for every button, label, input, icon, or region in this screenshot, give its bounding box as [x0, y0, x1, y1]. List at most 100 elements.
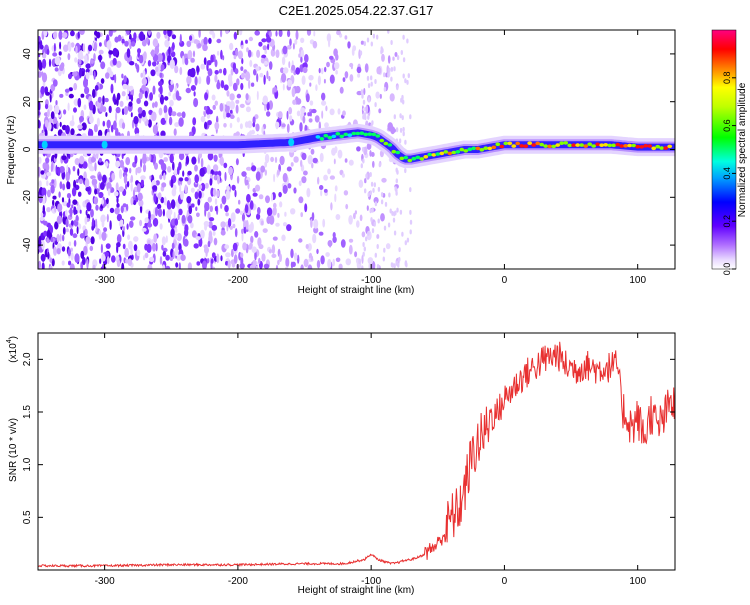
noise-speckle	[362, 99, 366, 105]
noise-speckle	[376, 234, 380, 239]
noise-speckle	[206, 62, 209, 71]
noise-speckle	[40, 212, 44, 218]
noise-speckle	[89, 109, 93, 120]
noise-speckle	[179, 66, 183, 76]
noise-speckle	[342, 110, 346, 116]
track-blob	[339, 134, 345, 139]
track-blob	[395, 150, 401, 155]
noise-speckle	[177, 166, 180, 175]
track-blob	[471, 146, 477, 151]
noise-speckle	[276, 169, 280, 176]
noise-speckle	[53, 246, 57, 256]
noise-speckle	[367, 257, 374, 265]
colorbar: 0.0 0.2 0.4 0.6 0.8 Normalized spectral ampl…	[711, 29, 748, 275]
noise-speckle	[341, 173, 345, 178]
noise-speckle	[84, 216, 88, 225]
noise-speckle	[271, 253, 277, 258]
noise-speckle	[370, 81, 373, 87]
noise-speckle	[114, 207, 120, 215]
noise-speckle	[404, 261, 407, 267]
noise-speckle	[166, 210, 171, 219]
noise-speckle	[225, 112, 231, 118]
noise-speckle	[256, 90, 259, 101]
noise-speckle	[362, 242, 365, 247]
noise-speckle	[97, 129, 103, 138]
noise-speckle	[240, 72, 246, 79]
noise-speckle	[300, 264, 304, 269]
noise-speckle	[137, 192, 143, 202]
noise-speckle	[61, 260, 65, 266]
track-blob	[663, 146, 669, 150]
snr-line-series	[38, 341, 675, 569]
noise-speckle	[239, 263, 245, 269]
noise-speckle	[92, 217, 95, 227]
noise-speckle	[404, 78, 407, 84]
noise-speckle	[98, 229, 102, 240]
noise-speckle	[252, 192, 258, 197]
noise-speckle	[223, 84, 229, 91]
noise-speckle	[391, 210, 394, 216]
noise-speckle	[200, 158, 204, 168]
noise-speckle	[329, 108, 335, 116]
spectrogram-signal-track	[38, 123, 675, 169]
noise-speckle	[225, 190, 231, 200]
noise-speckle	[236, 78, 240, 86]
noise-speckle	[61, 155, 67, 161]
colorbar-gradient	[711, 29, 737, 270]
noise-speckle	[369, 150, 372, 157]
noise-speckle	[186, 75, 192, 85]
noise-speckle	[194, 76, 198, 86]
noise-speckle	[161, 182, 167, 188]
noise-speckle	[376, 34, 379, 40]
noise-speckle	[210, 258, 214, 264]
noise-speckle	[371, 228, 375, 234]
noise-speckle	[147, 264, 153, 269]
noise-speckle	[229, 225, 233, 230]
noise-speckle	[68, 260, 72, 266]
noise-speckle	[155, 180, 160, 186]
noise-speckle	[272, 207, 277, 216]
noise-speckle	[38, 71, 42, 78]
noise-speckle	[230, 212, 236, 223]
noise-speckle	[328, 38, 331, 48]
noise-speckle	[38, 119, 41, 129]
track-blob	[367, 132, 373, 136]
noise-speckle	[273, 86, 277, 93]
noise-speckle	[84, 178, 90, 189]
noise-speckle	[395, 178, 398, 184]
noise-speckle	[312, 40, 318, 49]
noise-speckle	[406, 38, 409, 44]
noise-speckle	[159, 94, 164, 105]
noise-speckle	[168, 91, 172, 97]
noise-speckle	[396, 207, 399, 213]
noise-speckle	[61, 197, 65, 203]
noise-speckle	[330, 202, 333, 211]
noise-speckle	[229, 42, 234, 51]
noise-speckle	[222, 111, 227, 120]
noise-speckle	[392, 217, 396, 223]
noise-speckle	[366, 205, 369, 211]
noise-speckle	[75, 214, 79, 222]
noise-speckle	[92, 264, 96, 269]
noise-speckle	[142, 69, 146, 79]
snr-frame	[37, 332, 676, 571]
noise-speckle	[120, 205, 124, 214]
noise-speckle	[106, 197, 109, 205]
noise-speckle	[59, 121, 62, 128]
track-blob	[551, 144, 557, 149]
noise-speckle	[193, 91, 196, 97]
x-tick-label: -300	[95, 275, 115, 286]
track-blob	[583, 144, 589, 148]
noise-speckle	[156, 31, 161, 39]
noise-speckle	[155, 66, 159, 72]
noise-speckle	[214, 74, 218, 83]
track-blob	[515, 141, 521, 146]
noise-speckle	[38, 195, 43, 204]
noise-speckle	[100, 182, 105, 190]
noise-speckle	[162, 208, 165, 217]
noise-speckle	[170, 178, 174, 188]
noise-speckle	[309, 82, 312, 87]
noise-speckle	[85, 71, 90, 80]
noise-speckle	[81, 122, 87, 131]
noise-speckle	[279, 253, 282, 262]
